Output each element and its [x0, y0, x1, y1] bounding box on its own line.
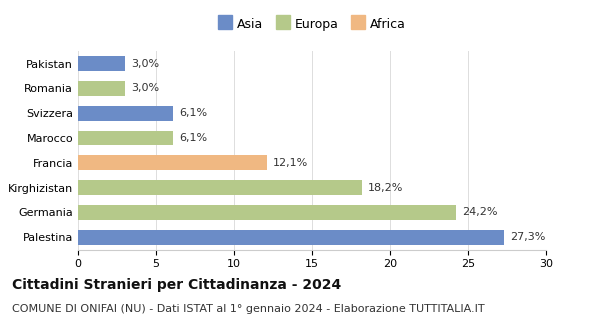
Bar [78, 81, 125, 96]
Bar [78, 131, 173, 145]
Text: 24,2%: 24,2% [462, 207, 497, 217]
Text: 3,0%: 3,0% [131, 59, 159, 68]
Text: 6,1%: 6,1% [179, 133, 208, 143]
Bar [78, 106, 173, 121]
Bar [78, 56, 125, 71]
Text: COMUNE DI ONIFAI (NU) - Dati ISTAT al 1° gennaio 2024 - Elaborazione TUTTITALIA.: COMUNE DI ONIFAI (NU) - Dati ISTAT al 1°… [12, 304, 485, 314]
Text: 12,1%: 12,1% [273, 158, 308, 168]
Text: 3,0%: 3,0% [131, 84, 159, 93]
Legend: Asia, Europa, Africa: Asia, Europa, Africa [215, 14, 409, 34]
Bar [78, 155, 267, 170]
Text: Cittadini Stranieri per Cittadinanza - 2024: Cittadini Stranieri per Cittadinanza - 2… [12, 278, 341, 292]
Text: 6,1%: 6,1% [179, 108, 208, 118]
Bar [78, 230, 504, 244]
Text: 18,2%: 18,2% [368, 183, 404, 193]
Text: 27,3%: 27,3% [510, 232, 545, 242]
Bar [78, 205, 455, 220]
Bar [78, 180, 362, 195]
